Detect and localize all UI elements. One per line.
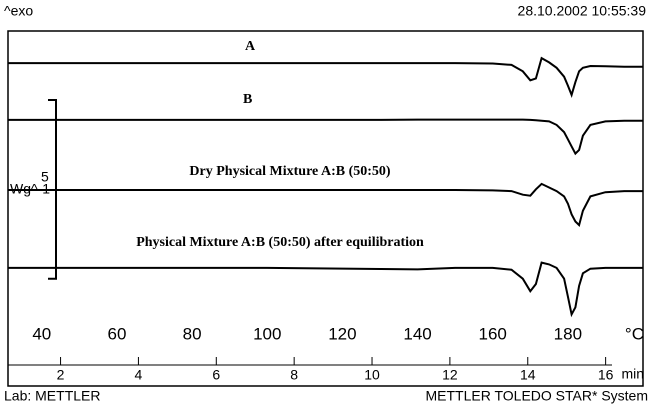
x-tick-label: 180: [554, 324, 582, 343]
dsc-curve: [8, 182, 643, 228]
x-tick-label: 40: [32, 324, 51, 343]
dsc-curve: [8, 118, 643, 156]
x2-tick-label: 2: [57, 367, 65, 383]
curve-label: Dry Physical Mixture A:B (50:50): [189, 164, 390, 179]
curve-label: Physical Mixture A:B (50:50) after equil…: [136, 235, 424, 250]
scale-bar-unit: Wg^-1: [10, 181, 50, 197]
footer-right: METTLER TOLEDO STAR* System: [426, 388, 649, 404]
x-tick-label: 100: [253, 324, 281, 343]
x2-tick-label: 12: [442, 367, 458, 383]
x-axis-label: °C: [625, 324, 644, 343]
curve-label: A: [245, 39, 256, 54]
x2-tick-label: 16: [598, 367, 614, 383]
x-tick-label: 140: [403, 324, 431, 343]
x2-tick-label: 8: [290, 367, 298, 383]
x-tick-label: 120: [328, 324, 356, 343]
x2-tick-label: 10: [364, 367, 380, 383]
x-tick-label: 80: [183, 324, 202, 343]
x2-tick-label: 14: [520, 367, 536, 383]
x2-tick-label: 4: [135, 367, 143, 383]
curve-label: B: [243, 92, 252, 107]
dsc-curve: [8, 56, 643, 98]
frame: [7, 30, 644, 387]
timestamp: 28.10.2002 10:55:39: [518, 3, 647, 19]
x-tick-label: 160: [479, 324, 507, 343]
x2-tick-label: 6: [212, 367, 220, 383]
scale-bar-value: 5: [41, 169, 49, 185]
footer-left: Lab: METTLER: [4, 388, 100, 404]
dsc-curve: [8, 261, 643, 318]
x-tick-label: 60: [108, 324, 127, 343]
x2-axis-label: min: [621, 366, 644, 382]
exo-label: ^exo: [4, 3, 33, 19]
